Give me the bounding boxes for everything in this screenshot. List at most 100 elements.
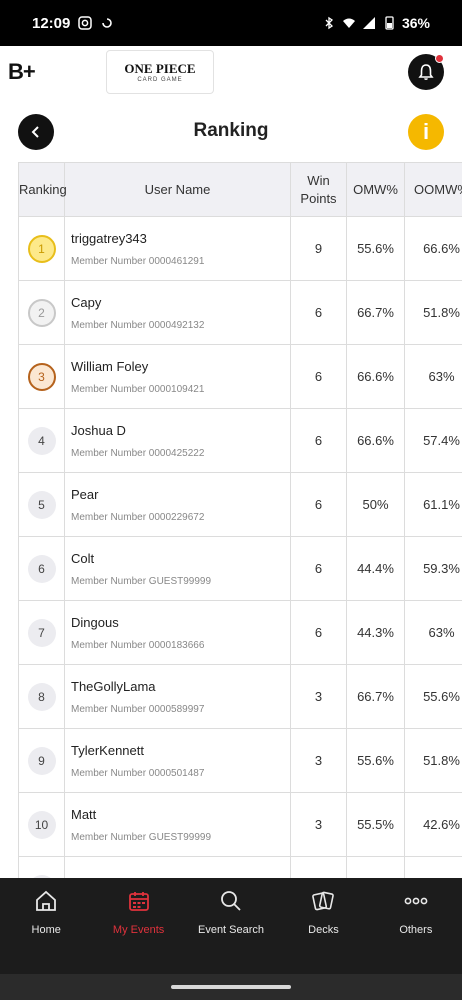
member-number: Member Number 0000501487	[71, 767, 205, 779]
rank-badge: 9	[27, 746, 56, 775]
user-name: Joshua D	[71, 422, 126, 438]
oomw-cell: 63%	[404, 600, 462, 665]
app-header: B+ ONE PIECE CARD GAME	[0, 46, 462, 98]
table-header-row: Ranking User Name Win Points OMW% OOMW%	[18, 162, 462, 217]
oomw-cell: 61.1%	[404, 472, 462, 537]
omw-cell: 66.6%	[346, 408, 405, 473]
user-name: Joey	[71, 876, 290, 878]
table-row[interactable]: 3 William Foley Member Number 0000109421 6 6…	[18, 344, 462, 409]
table-row[interactable]: 4 Joshua D Member Number 0000425222 6 66.6% 5…	[18, 408, 462, 473]
back-button[interactable]	[18, 114, 54, 150]
user-name: TheGollyLama	[71, 678, 156, 694]
nav-event-search[interactable]: Event Search	[185, 878, 277, 974]
nav-my-events-label: My Events	[112, 924, 165, 936]
home-icon	[36, 890, 57, 911]
user-cell: Joey	[64, 856, 291, 878]
user-name: Colt	[71, 550, 95, 566]
status-time: 12:09	[32, 14, 71, 32]
rank-cell: 3	[18, 344, 65, 409]
chevron-left-icon	[31, 126, 39, 138]
oomw-cell: 55.6%	[404, 664, 462, 729]
table-row[interactable]: 5 Pear Member Number 0000229672 6 50% 61.1%	[18, 472, 462, 537]
bell-icon	[418, 64, 434, 80]
nav-home[interactable]: Home	[0, 878, 92, 974]
omw-cell: 66.7%	[346, 280, 405, 345]
rank-badge: 8	[27, 682, 56, 711]
ranking-table-container[interactable]: Ranking User Name Win Points OMW% OOMW% …	[18, 162, 462, 878]
bottom-nav: Home My Events Event Search Decks Others	[0, 878, 462, 974]
info-button[interactable]: i	[408, 114, 444, 150]
notification-dot	[435, 54, 444, 63]
member-number: Member Number GUEST99999	[71, 831, 212, 843]
rank-cell: 1	[18, 216, 65, 281]
member-number: Member Number 0000229672	[71, 511, 205, 523]
omw-cell: 55.6%	[346, 216, 405, 281]
table-row[interactable]: 1 triggatrey343 Member Number 0000461291 9 5…	[18, 216, 462, 281]
table-row[interactable]: 9 TylerKennett Member Number 0000501487 3 55…	[18, 728, 462, 793]
info-icon: i	[422, 119, 430, 144]
nav-others[interactable]: Others	[370, 878, 462, 974]
omw-cell: 50%	[346, 472, 405, 537]
rank-cell: 4	[18, 408, 65, 473]
notification-button[interactable]	[408, 54, 444, 90]
omw-cell: 44.4%	[346, 536, 405, 601]
user-cell: William Foley Member Number 0000109421	[64, 344, 291, 409]
member-number: Member Number 0000589997	[71, 703, 205, 715]
game-logo-subtitle: CARD GAME	[137, 77, 183, 83]
oomw-cell: 51.8%	[404, 280, 462, 345]
nav-others-label: Others	[399, 924, 433, 936]
rank-badge: 7	[27, 618, 56, 647]
oomw-cell: 63%	[404, 344, 462, 409]
ranking-table: Ranking User Name Win Points OMW% OOMW% …	[18, 162, 462, 878]
bluetooth-icon	[325, 16, 333, 30]
rank-badge: 10	[27, 810, 56, 839]
rank-cell: 11	[18, 856, 65, 878]
signal-icon	[362, 17, 375, 29]
app-logo[interactable]: B+	[8, 59, 36, 84]
rank-cell: 6	[18, 536, 65, 601]
column-header-oomw: OOMW%	[404, 162, 462, 217]
gesture-bar[interactable]	[171, 985, 291, 989]
column-header-omw: OMW%	[346, 162, 405, 217]
game-logo-title: ONE PIECE	[124, 61, 196, 76]
table-row[interactable]: 8 TheGollyLama Member Number 0000589997 3 66…	[18, 664, 462, 729]
rank-badge: 6	[27, 554, 56, 583]
table-row[interactable]: 10 Matt Member Number GUEST99999 3 55.5% 42.6…	[18, 792, 462, 857]
win-points-cell: 6	[290, 600, 347, 665]
rank-cell: 8	[18, 664, 65, 729]
sync-icon	[102, 18, 113, 28]
user-cell: Joshua D Member Number 0000425222	[64, 408, 291, 473]
oomw-cell: 51.8%	[404, 728, 462, 793]
user-cell: Pear Member Number 0000229672	[64, 472, 291, 537]
oomw-cell: 57.4%	[404, 408, 462, 473]
title-row: Ranking i	[0, 108, 462, 154]
table-row[interactable]: 2 Capy Member Number 0000492132 6 66.7% 51.8%	[18, 280, 462, 345]
game-logo[interactable]: ONE PIECE CARD GAME	[106, 50, 214, 94]
rank-cell: 9	[18, 728, 65, 793]
nav-decks[interactable]: Decks	[277, 878, 369, 974]
rank-cell: 10	[18, 792, 65, 857]
win-points-cell: 6	[290, 472, 347, 537]
table-row[interactable]: 6 Colt Member Number GUEST99999 6 44.4% 59.3%	[18, 536, 462, 601]
user-cell: Capy Member Number 0000492132	[64, 280, 291, 345]
omw-cell: 55.5%	[346, 792, 405, 857]
nav-my-events[interactable]: My Events	[92, 878, 184, 974]
rank-badge: 11	[27, 874, 56, 878]
rank-cell: 5	[18, 472, 65, 537]
member-number: Member Number 0000109421	[71, 383, 205, 395]
win-points-cell: 6	[290, 344, 347, 409]
table-row[interactable]: 11 Joey	[18, 856, 462, 878]
user-name: Capy	[71, 294, 102, 310]
user-cell: triggatrey343 Member Number 0000461291	[64, 216, 291, 281]
wifi-icon	[342, 18, 355, 28]
omw-cell: 44.3%	[346, 600, 405, 665]
table-row[interactable]: 7 Dingous Member Number 0000183666 6 44.3% 63…	[18, 600, 462, 665]
user-name: Pear	[71, 486, 99, 502]
win-points-cell: 6	[290, 280, 347, 345]
column-header-user: User Name	[64, 162, 291, 217]
battery-level: 36%	[401, 15, 430, 31]
rank-badge: 4	[27, 426, 56, 455]
member-number: Member Number GUEST99999	[71, 575, 212, 587]
user-cell: TylerKennett Member Number 0000501487	[64, 728, 291, 793]
user-name: TylerKennett	[71, 742, 144, 758]
